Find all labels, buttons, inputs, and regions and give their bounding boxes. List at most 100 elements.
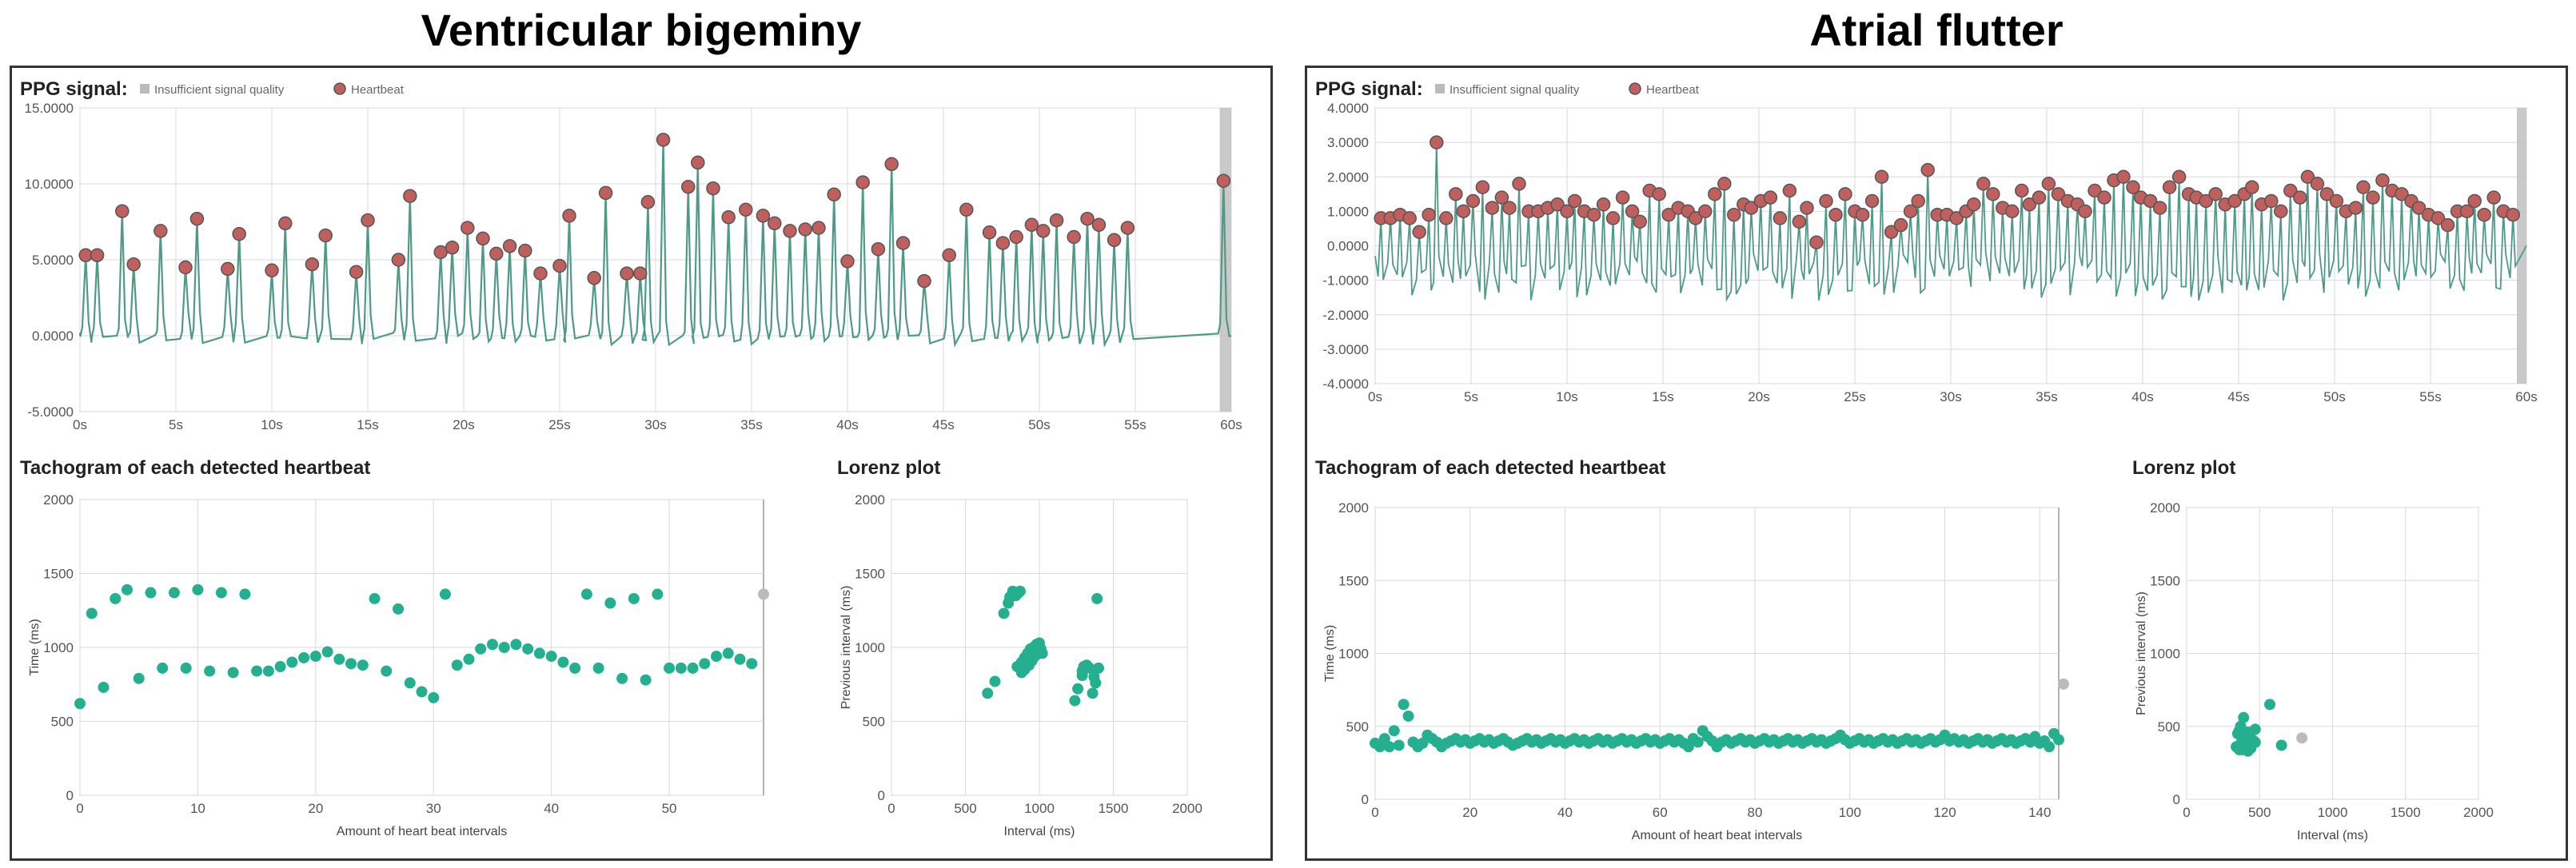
excluded-point bbox=[758, 588, 769, 600]
heartbeat-marker bbox=[1107, 233, 1122, 248]
scatter-point bbox=[1087, 687, 1099, 699]
heartbeat-marker bbox=[691, 155, 705, 170]
heartbeat-marker bbox=[2430, 211, 2446, 225]
scatter-point bbox=[687, 662, 699, 674]
scatter-point bbox=[1090, 677, 1102, 689]
atrial-flutter-panel: PPG signal: Insufficient signal quality … bbox=[1305, 66, 2568, 861]
scatter-point bbox=[569, 662, 581, 674]
x-tick-label: 40 bbox=[544, 801, 559, 816]
x-tick-label: 50s bbox=[1028, 417, 1050, 432]
x-tick-label: 40s bbox=[836, 417, 858, 432]
legend-insufficient-swatch bbox=[140, 84, 150, 94]
heartbeat-marker bbox=[476, 231, 490, 246]
heartbeat-marker bbox=[1967, 197, 1981, 212]
heartbeat-marker bbox=[640, 195, 656, 209]
scatter-point bbox=[86, 607, 98, 619]
heartbeat-marker bbox=[706, 181, 720, 196]
heartbeat-marker bbox=[2486, 190, 2501, 205]
heartbeat-marker bbox=[1874, 169, 1889, 184]
x-tick-label: 120 bbox=[1933, 805, 1956, 820]
heartbeat-marker bbox=[1819, 193, 1833, 209]
heartbeat-marker bbox=[1009, 229, 1023, 245]
scatter-point bbox=[439, 588, 451, 600]
x-tick-label: 10s bbox=[261, 417, 282, 432]
x-tick-label: 25s bbox=[548, 417, 570, 432]
y-tick-label: 2000 bbox=[2150, 500, 2180, 516]
heartbeat-marker bbox=[1893, 217, 1908, 233]
scatter-point bbox=[121, 583, 133, 595]
ppg-signal-line bbox=[78, 139, 1232, 348]
y-tick-label: 1500 bbox=[1338, 573, 1369, 588]
heartbeat-marker bbox=[1763, 190, 1778, 205]
legend-insufficient-label: Insufficient signal quality bbox=[1449, 83, 1580, 97]
heartbeat-marker bbox=[1485, 201, 1500, 215]
x-tick-label: 60s bbox=[2515, 389, 2537, 404]
heartbeat-marker bbox=[1652, 187, 1666, 201]
scatter-point bbox=[345, 658, 357, 670]
scatter-point bbox=[533, 647, 545, 659]
heartbeat-marker bbox=[2329, 193, 2344, 209]
x-tick-label: 0 bbox=[887, 801, 895, 816]
x-tick-label: 500 bbox=[2248, 805, 2271, 820]
heartbeat-marker bbox=[1494, 190, 1509, 205]
heartbeat-marker bbox=[502, 239, 517, 253]
heartbeat-marker bbox=[620, 266, 634, 281]
heartbeat-marker bbox=[2300, 169, 2315, 184]
y-tick-label: 1500 bbox=[43, 567, 74, 582]
atrial-flutter-tachogram-chart: 0 20 40 60 80 100 120 140 0 500 1000 1500 2000 Amount… bbox=[1323, 500, 2069, 842]
heartbeat-marker bbox=[2319, 187, 2335, 201]
y-tick-label: 1000 bbox=[855, 640, 885, 655]
x-tick-label: 1000 bbox=[1024, 801, 1055, 816]
legend-heartbeat-marker bbox=[1629, 82, 1641, 95]
scatter-point bbox=[298, 651, 310, 663]
scatter-point bbox=[2249, 736, 2261, 748]
heartbeat-marker bbox=[265, 263, 279, 278]
scatter-point bbox=[1393, 739, 1405, 751]
x-tick-label: 50 bbox=[662, 801, 677, 816]
atrial-flutter-figure: PPG signal: Insufficient signal quality … bbox=[1315, 78, 2538, 842]
heartbeat-marker bbox=[533, 266, 548, 281]
scatter-point bbox=[393, 603, 405, 615]
heartbeat-marker bbox=[1567, 193, 1582, 209]
scatter-point bbox=[309, 651, 321, 663]
x-tick-label: 55s bbox=[2419, 389, 2441, 404]
heartbeat-marker bbox=[1402, 211, 1417, 225]
scatter-point bbox=[998, 607, 1010, 619]
scatter-point bbox=[286, 656, 298, 668]
heartbeat-marker bbox=[1884, 225, 1899, 239]
heartbeat-marker bbox=[278, 216, 293, 231]
x-tick-label: 35s bbox=[740, 417, 762, 432]
scatter-point bbox=[640, 674, 652, 686]
heartbeat-marker bbox=[232, 226, 246, 241]
heartbeat-marker bbox=[1430, 135, 1444, 149]
heartbeat-marker bbox=[2264, 193, 2279, 209]
heartbeat-marker bbox=[78, 248, 93, 263]
x-tick-label: 2000 bbox=[1172, 801, 1202, 816]
scatter-point bbox=[110, 592, 122, 604]
heartbeat-marker bbox=[1091, 217, 1107, 233]
heartbeat-marker bbox=[1920, 162, 1935, 177]
heartbeat-marker bbox=[1502, 201, 1517, 215]
y-axis-label: Previous interval (ms) bbox=[2135, 591, 2148, 715]
x-tick-label: 2000 bbox=[2463, 805, 2494, 820]
x-tick-label: 10 bbox=[190, 801, 205, 816]
x-tick-label: 0 bbox=[1371, 805, 1378, 820]
heartbeat-marker bbox=[2199, 193, 2213, 209]
y-tick-label: 500 bbox=[2158, 719, 2180, 735]
scatter-point bbox=[204, 665, 216, 677]
scatter-point bbox=[1417, 737, 1429, 749]
heartbeat-marker bbox=[562, 209, 576, 223]
heartbeat-marker bbox=[2283, 183, 2298, 198]
scatter-point bbox=[1378, 733, 1390, 745]
heartbeat-marker bbox=[1049, 213, 1064, 228]
heartbeat-marker bbox=[461, 221, 475, 235]
scatter-point bbox=[404, 677, 416, 689]
heartbeat-marker bbox=[1744, 201, 1759, 215]
scatter-point bbox=[722, 647, 734, 659]
scatter-point bbox=[2249, 723, 2261, 735]
heartbeat-marker bbox=[115, 204, 130, 218]
y-tick-label: -5.0000 bbox=[27, 404, 74, 420]
x-tick-label: 45s bbox=[2227, 389, 2249, 404]
y-tick-label: 1500 bbox=[855, 567, 885, 582]
